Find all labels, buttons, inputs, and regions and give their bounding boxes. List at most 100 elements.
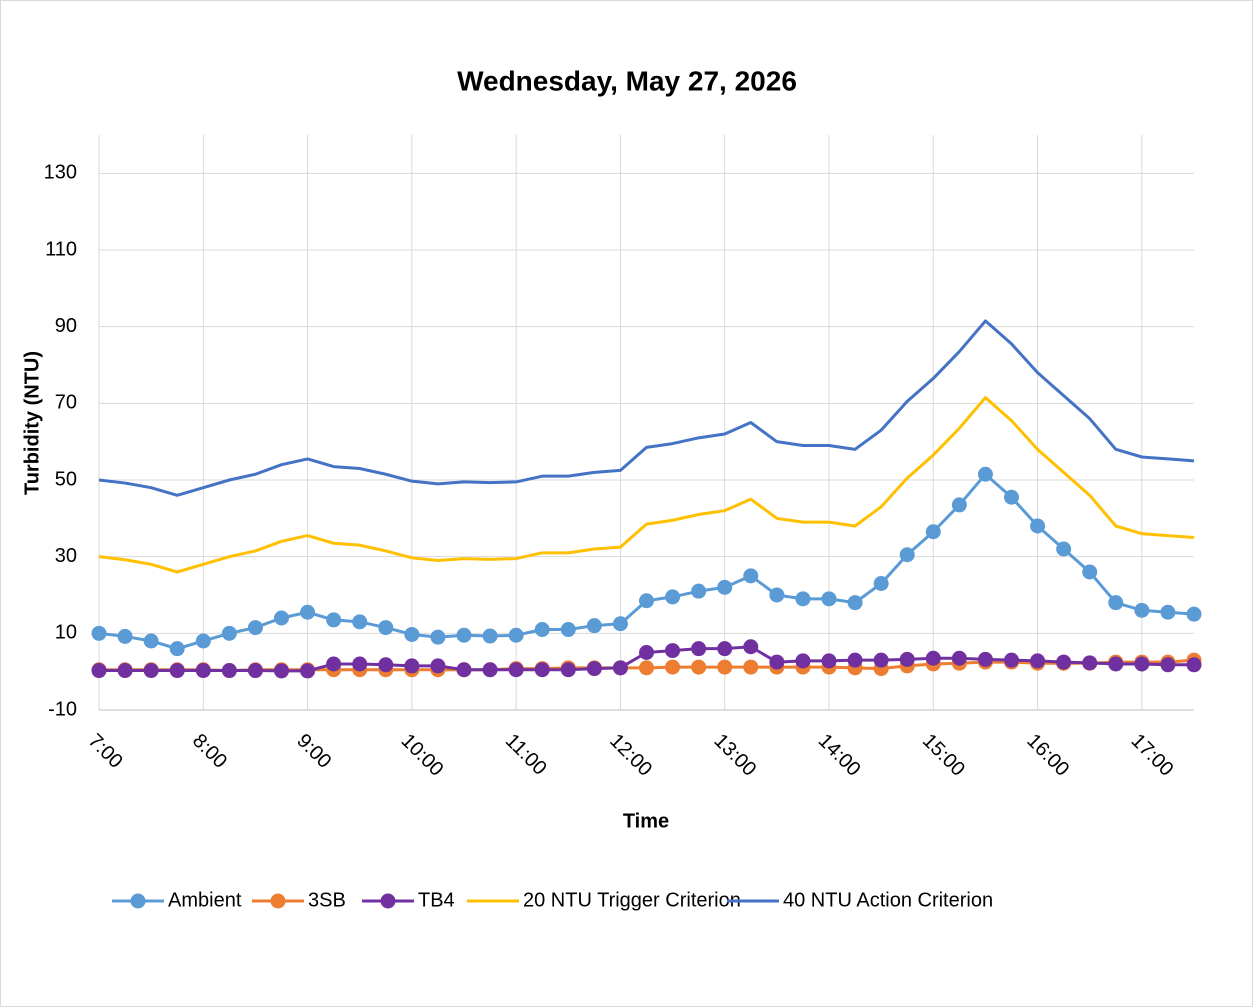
- data-point: [743, 639, 759, 655]
- data-point: [821, 653, 837, 669]
- data-point: [1134, 656, 1150, 672]
- data-point: [508, 627, 524, 643]
- data-point: [221, 625, 237, 641]
- data-point: [717, 659, 733, 675]
- data-point: [1004, 489, 1019, 505]
- data-point: [1186, 606, 1202, 622]
- legend-label: 3SB: [308, 889, 346, 911]
- data-point: [899, 547, 915, 563]
- data-point: [221, 663, 237, 679]
- data-point: [195, 633, 211, 649]
- data-point: [247, 663, 263, 679]
- data-point: [925, 650, 941, 666]
- data-point: [560, 622, 576, 637]
- data-point: [691, 583, 707, 599]
- y-tick-label: 90: [55, 315, 77, 337]
- data-point: [743, 568, 759, 584]
- legend-label: 40 NTU Action Criterion: [783, 889, 993, 911]
- series-line: [98, 319, 1195, 497]
- data-point: [925, 524, 941, 540]
- data-point: [769, 654, 785, 670]
- data-point: [430, 658, 446, 674]
- y-axis-title: Turbidity (NTU): [21, 351, 43, 495]
- data-point: [300, 604, 316, 620]
- legend-marker: [270, 893, 286, 909]
- data-point: [586, 618, 602, 634]
- data-point: [1134, 602, 1150, 618]
- data-point: [821, 591, 837, 607]
- data-point: [117, 663, 133, 679]
- legend-marker: [130, 893, 146, 909]
- data-point: [665, 659, 681, 675]
- data-point: [143, 633, 159, 649]
- data-point: [274, 663, 289, 679]
- data-point: [456, 662, 472, 678]
- legend-label: 20 NTU Trigger Criterion: [523, 889, 741, 911]
- data-point: [769, 587, 785, 603]
- data-point: [1160, 604, 1176, 620]
- data-point: [274, 610, 289, 626]
- y-tick-label: 70: [55, 392, 77, 414]
- data-point: [482, 628, 498, 644]
- data-point: [847, 595, 863, 611]
- data-point: [195, 663, 211, 679]
- data-point: [951, 497, 967, 513]
- data-point: [612, 616, 628, 632]
- data-point: [404, 626, 420, 642]
- data-point: [378, 657, 394, 673]
- data-point: [482, 662, 498, 678]
- data-point: [847, 652, 863, 668]
- data-point: [1160, 657, 1176, 673]
- data-point: [91, 625, 107, 641]
- data-point: [586, 661, 602, 677]
- legend-marker: [380, 893, 396, 909]
- data-point: [795, 653, 811, 669]
- chart-title: Wednesday, May 27, 2026: [457, 65, 797, 96]
- data-point: [169, 641, 185, 657]
- series-line: [98, 396, 1195, 574]
- data-point: [169, 663, 185, 679]
- data-point: [977, 466, 993, 482]
- data-point: [691, 641, 707, 657]
- y-tick-label: -10: [48, 698, 77, 720]
- data-point: [1082, 655, 1098, 671]
- data-point: [117, 628, 133, 644]
- data-point: [352, 614, 368, 630]
- data-point: [1030, 518, 1046, 534]
- legend-label: TB4: [418, 889, 455, 911]
- data-point: [1004, 652, 1019, 668]
- data-point: [534, 622, 550, 637]
- data-point: [665, 643, 681, 659]
- data-point: [639, 645, 654, 660]
- data-point: [143, 663, 159, 679]
- data-point: [951, 650, 967, 666]
- data-point: [1108, 595, 1124, 611]
- y-tick-label: 130: [44, 162, 77, 184]
- data-point: [612, 660, 628, 676]
- data-point: [665, 589, 681, 605]
- data-point: [326, 612, 342, 628]
- data-point: [352, 656, 368, 672]
- data-point: [795, 591, 811, 607]
- data-point: [743, 659, 759, 675]
- data-point: [430, 629, 446, 645]
- data-point: [691, 659, 707, 675]
- data-point: [456, 627, 472, 643]
- data-point: [1056, 654, 1072, 670]
- data-point: [1056, 541, 1072, 557]
- data-point: [404, 658, 420, 674]
- data-point: [1082, 564, 1098, 580]
- data-point: [1186, 657, 1202, 673]
- data-point: [326, 656, 342, 672]
- data-point: [247, 620, 263, 636]
- data-point: [717, 641, 733, 657]
- data-point: [873, 652, 889, 668]
- data-point: [560, 662, 576, 678]
- y-tick-label: 50: [55, 468, 77, 490]
- y-tick-label: 110: [45, 238, 77, 260]
- data-point: [899, 651, 915, 667]
- data-point: [1108, 656, 1124, 672]
- y-tick-label: 30: [55, 545, 77, 567]
